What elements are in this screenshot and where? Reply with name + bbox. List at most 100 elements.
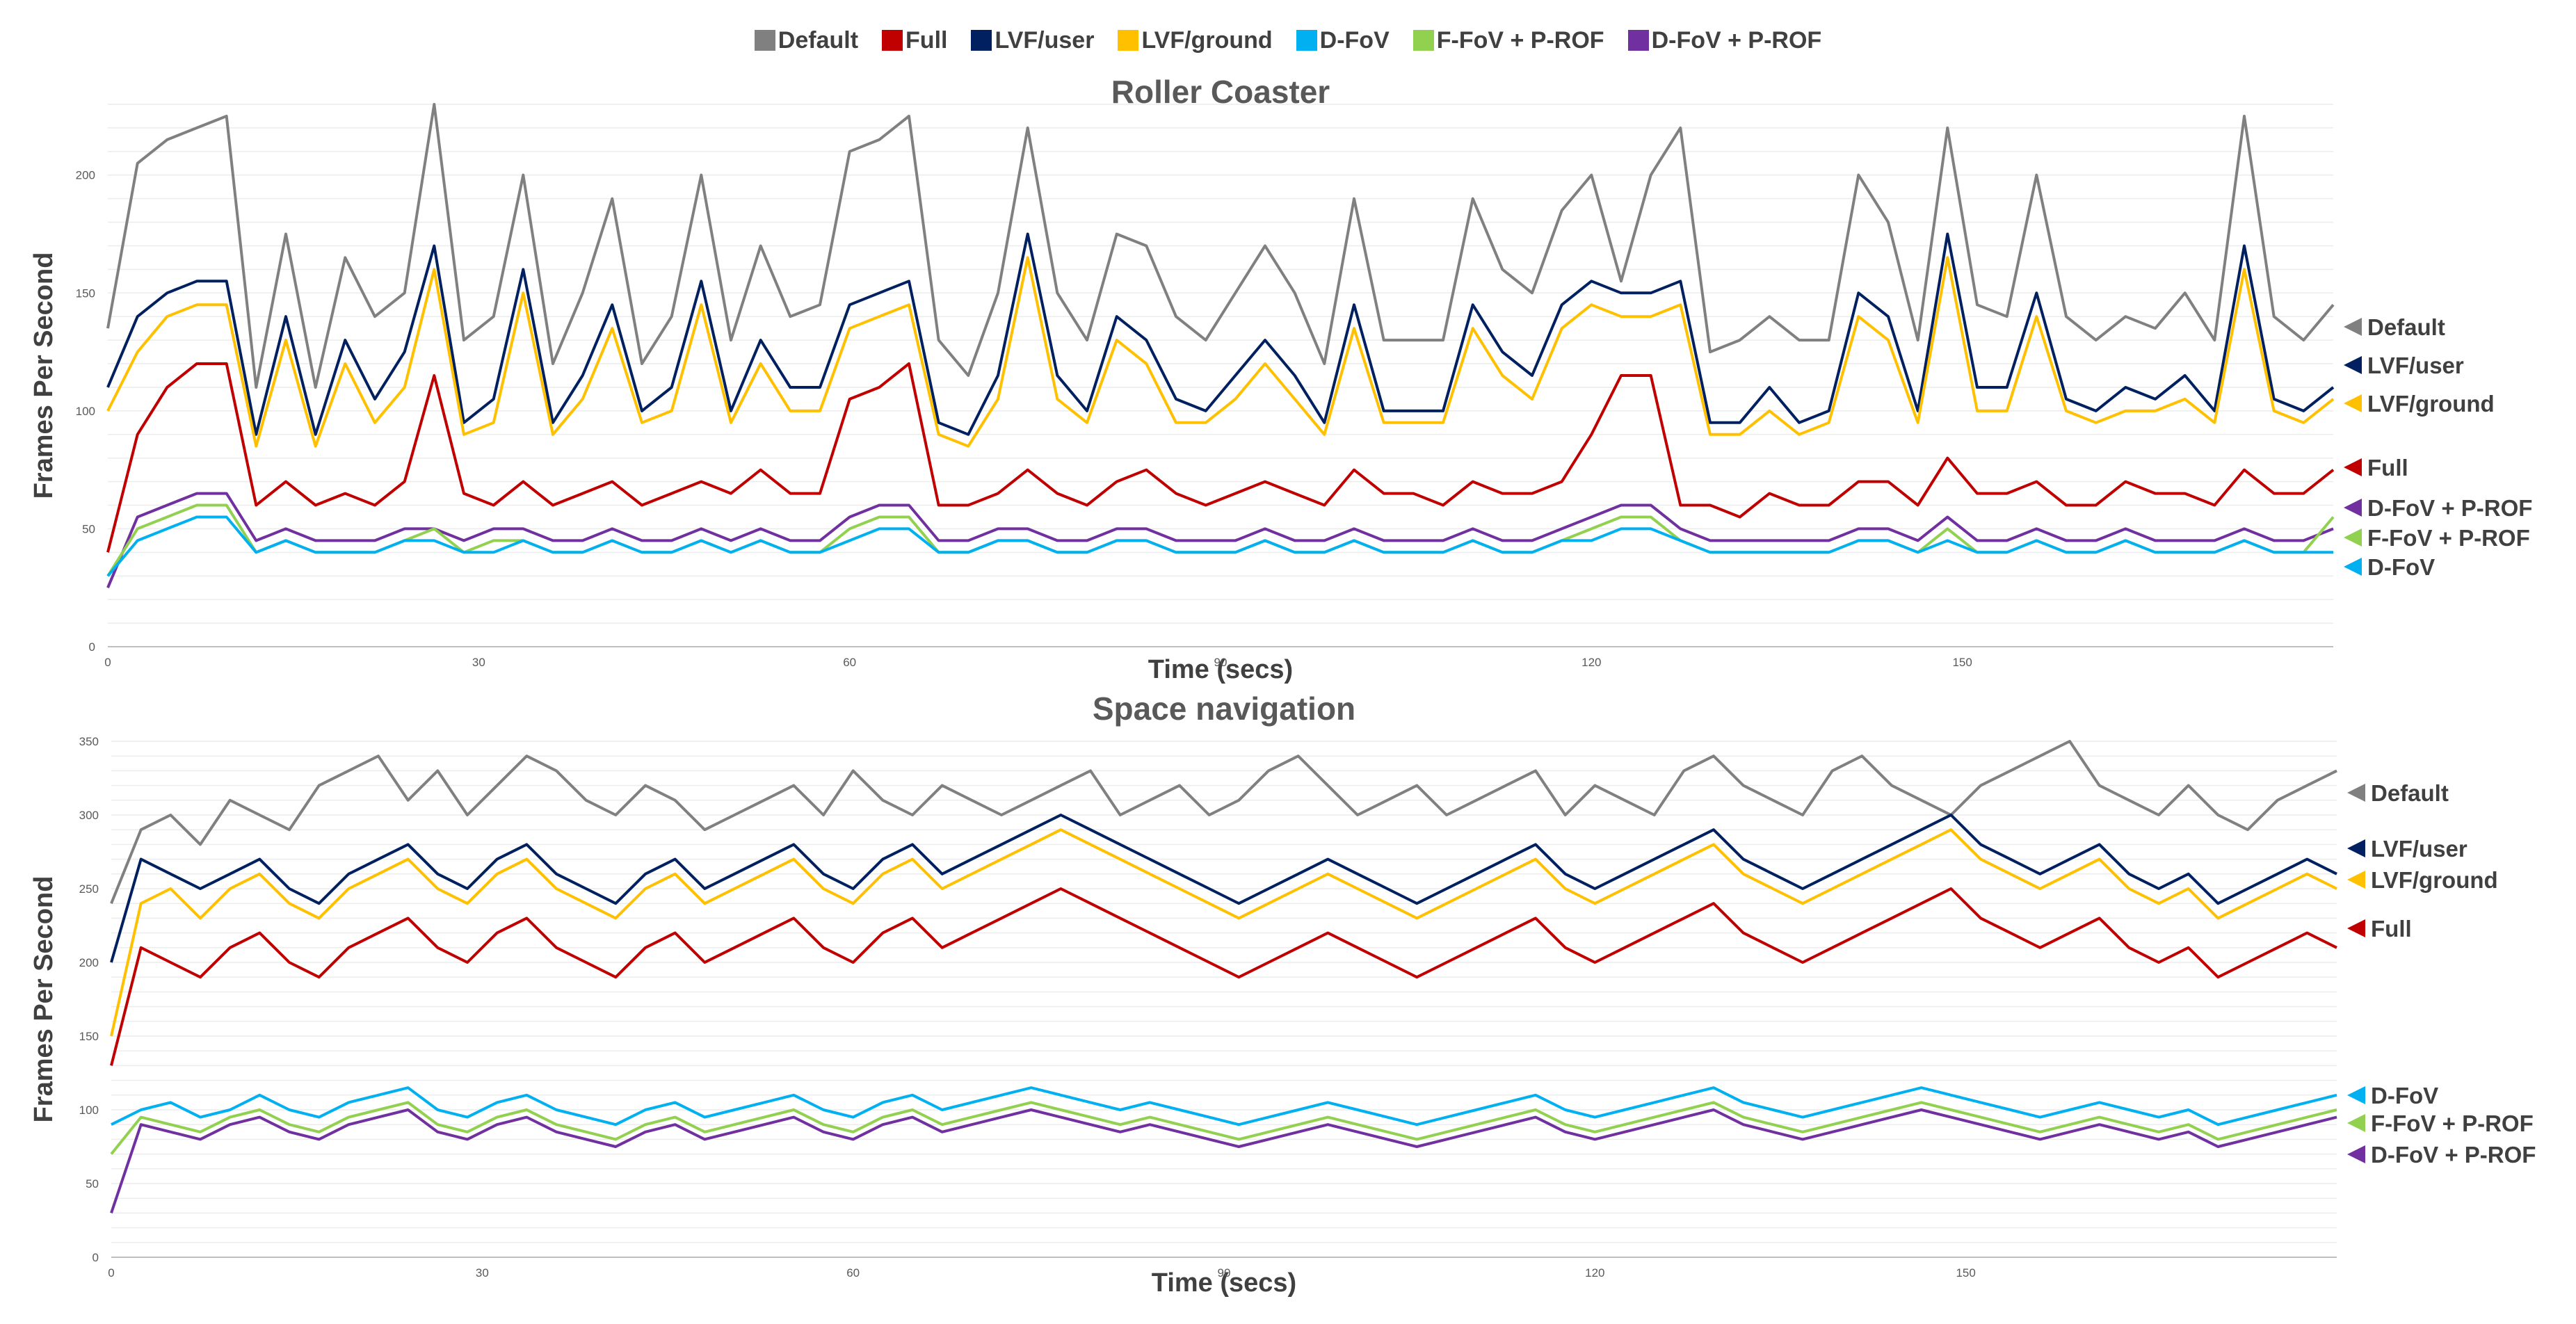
end-label-text: LVF/ground: [2371, 867, 2498, 893]
legend-item-lvf-user: LVF/user: [971, 27, 1094, 54]
end-marker: [2347, 784, 2365, 802]
chart-title: Space navigation: [1093, 691, 1355, 727]
legend-swatch: [882, 30, 903, 51]
x-tick-label: 60: [843, 656, 856, 669]
legend-swatch: [754, 30, 775, 51]
end-label-text: LVF/user: [2367, 353, 2464, 378]
end-marker: [2344, 318, 2362, 336]
end-marker: [2347, 1114, 2365, 1132]
x-tick-label: 0: [108, 1266, 114, 1279]
y-tick-label: 50: [86, 1177, 99, 1190]
legend-swatch: [971, 30, 992, 51]
end-marker: [2347, 919, 2365, 937]
legend-item-d-fov-plus-p-rof: D-FoV + P-ROF: [1627, 26, 1822, 54]
legend-swatch: [1627, 30, 1649, 51]
end-label-d-fov: D-FoV: [2347, 1083, 2438, 1108]
end-marker: [2344, 528, 2362, 547]
end-label-full: Full: [2347, 916, 2412, 942]
legend-item-d-fov: D-FoV: [1296, 27, 1390, 54]
end-marker: [2347, 1086, 2365, 1104]
series-line-lvf-user: [106, 232, 2335, 436]
end-marker: [2344, 458, 2362, 476]
end-label-d-fov-plus-p-rof: D-FoV + P-ROF: [2347, 1142, 2536, 1168]
end-label-f-fov-plus-p-rof: F-FoV + P-ROF: [2347, 1111, 2534, 1136]
y-tick-label: 100: [79, 1104, 99, 1117]
x-tick-label: 150: [1952, 656, 1972, 669]
series-line-d-fov-plus-p-rof: [110, 1108, 2337, 1214]
end-label-d-fov-plus-p-rof: D-FoV + P-ROF: [2344, 495, 2532, 521]
x-tick-label: 30: [476, 1266, 489, 1279]
end-label-text: LVF/user: [2371, 836, 2468, 862]
x-tick-label: 120: [1581, 656, 1601, 669]
legend: Default Full LVF/user LVF/ground D-FoV F-FoV …: [0, 19, 2576, 61]
end-label-text: Default: [2371, 780, 2449, 806]
legend-label: LVF/ground: [1141, 26, 1273, 54]
x-tick-label: 60: [846, 1266, 860, 1279]
series-line-lvf-ground: [106, 256, 2335, 448]
legend-item-default: Default: [754, 26, 859, 54]
legend-swatch: [1118, 30, 1139, 51]
legend-item-full: Full: [882, 27, 947, 54]
end-label-text: Default: [2367, 314, 2445, 340]
legend-swatch: [1412, 30, 1434, 51]
y-tick-label: 200: [79, 956, 99, 969]
end-marker: [2344, 356, 2362, 374]
series-line-d-fov: [111, 1086, 2337, 1127]
end-label-default: Default: [2344, 314, 2445, 340]
end-marker: [2347, 871, 2365, 889]
end-label-lvf-ground: LVF/ground: [2344, 391, 2495, 417]
x-tick-label: 150: [1956, 1266, 1975, 1279]
legend-label: D-FoV + P-ROF: [1651, 26, 1822, 54]
x-tick-label: 0: [104, 656, 111, 669]
chart-space-navigation: Space navigation Time (secs) Frames Per Se…: [29, 691, 2536, 1298]
chart-title: Roller Coaster: [1111, 74, 1330, 110]
series-line-full: [110, 887, 2337, 1066]
end-marker: [2344, 558, 2362, 576]
y-axis-label: Frames Per Second: [29, 252, 58, 499]
y-axis-label: Frames Per Second: [29, 876, 58, 1123]
legend-label: Default: [778, 26, 859, 54]
end-label-lvf-ground: LVF/ground: [2347, 867, 2498, 893]
y-tick-label: 100: [76, 405, 95, 418]
end-label-text: D-FoV + P-ROF: [2367, 495, 2532, 521]
legend-item-f-fov-plus-p-rof: F-FoV + P-ROF: [1412, 26, 1604, 54]
end-marker: [2347, 1145, 2365, 1163]
x-tick-label: 90: [1218, 1266, 1231, 1279]
series-line-lvf-user: [110, 814, 2337, 963]
end-marker: [2347, 839, 2365, 857]
series-line-full: [106, 362, 2335, 553]
legend-label: LVF/user: [995, 26, 1095, 54]
series-line-lvf-ground: [110, 828, 2337, 1037]
y-tick-label: 150: [76, 286, 95, 300]
end-label-text: Full: [2367, 455, 2408, 481]
series-line-default: [106, 103, 2335, 389]
end-label-full: Full: [2344, 455, 2408, 481]
y-tick-label: 200: [76, 169, 95, 182]
y-tick-label: 350: [79, 735, 99, 748]
end-label-text: D-FoV: [2371, 1083, 2438, 1108]
x-axis-label: Time (secs): [1148, 655, 1293, 684]
end-label-f-fov-plus-p-rof: F-FoV + P-ROF: [2344, 525, 2530, 551]
y-tick-label: 150: [79, 1030, 99, 1043]
y-tick-label: 0: [89, 640, 95, 654]
end-label-text: F-FoV + P-ROF: [2367, 525, 2530, 551]
y-tick-label: 250: [79, 882, 99, 896]
y-tick-label: 0: [92, 1251, 99, 1264]
x-axis-label: Time (secs): [1152, 1268, 1296, 1298]
y-tick-label: 300: [79, 809, 99, 822]
end-label-d-fov: D-FoV: [2344, 554, 2435, 580]
y-tick-label: 50: [82, 522, 95, 535]
legend-swatch: [1296, 30, 1317, 51]
legend-item-lvf-ground: LVF/ground: [1118, 26, 1273, 54]
legend-label: D-FoV: [1319, 26, 1390, 54]
legend-label: Full: [905, 26, 948, 54]
legend-label: F-FoV + P-ROF: [1436, 26, 1604, 54]
series-line-d-fov: [106, 515, 2333, 577]
end-marker: [2344, 499, 2362, 517]
x-tick-label: 30: [472, 656, 485, 669]
x-tick-label: 120: [1585, 1266, 1604, 1279]
chart-roller-coaster: Roller Coaster Time (secs) Frames Per Seco…: [29, 74, 2532, 684]
end-label-text: D-FoV + P-ROF: [2371, 1142, 2536, 1168]
series-line-default: [110, 740, 2337, 904]
